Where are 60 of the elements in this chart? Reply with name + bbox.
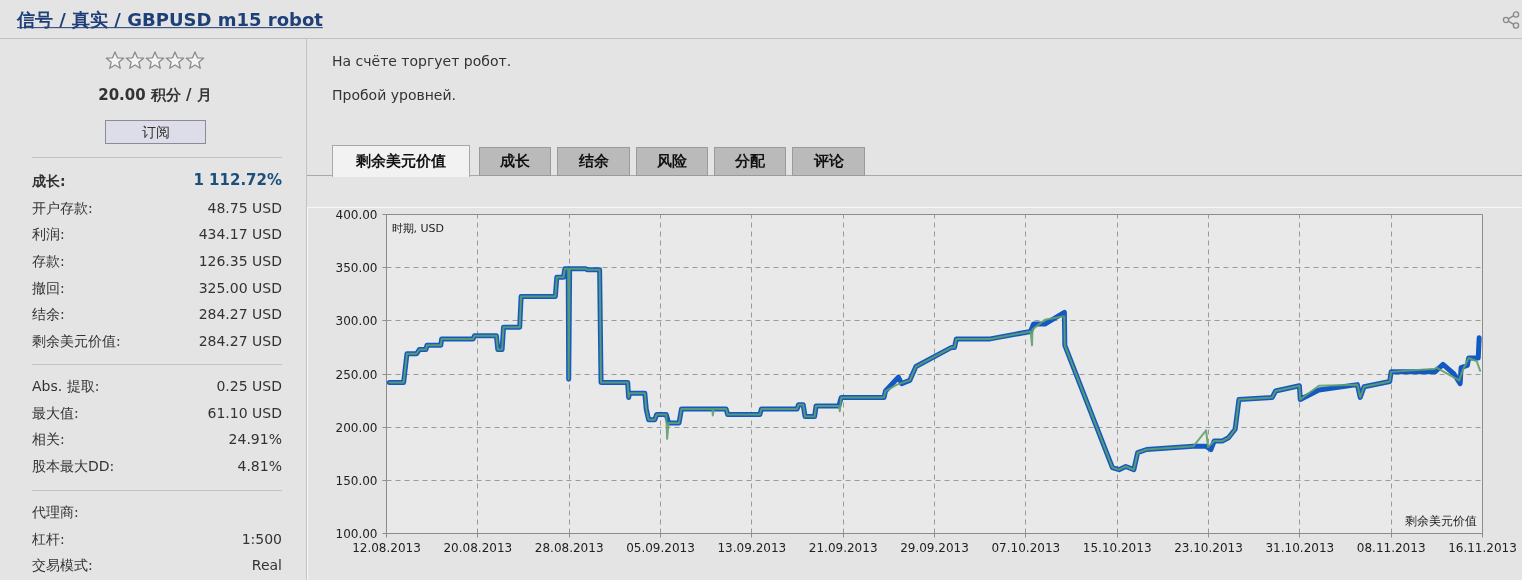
x-tick-label: 15.10.2013 [1082, 540, 1152, 555]
x-tick-label: 28.08.2013 [534, 540, 604, 555]
text: 结余: [32, 305, 65, 324]
text: 剩余美元价值: [32, 332, 121, 351]
text: 风险 [657, 152, 687, 170]
text: 信号 / 真实 / GBPUSD m15 robot [17, 8, 323, 33]
text: 交易模式: [32, 556, 93, 575]
text: 325.00 USD [198, 279, 282, 298]
text: 杠杆: [32, 530, 65, 549]
text: 股本最大DD: [32, 457, 115, 476]
y-tick-label: 350.00 [335, 261, 378, 276]
text: 284.27 USD [198, 332, 282, 351]
text: 分配 [735, 152, 765, 170]
text: 结余 [578, 152, 609, 170]
text: 开户存款: [32, 199, 93, 218]
text: Abs. 提取: [32, 377, 100, 396]
text: Пробой уровней. [332, 86, 457, 105]
x-tick-label: 07.10.2013 [991, 540, 1061, 555]
y-axis-title: 时期, USD [391, 221, 444, 235]
text: Real [251, 556, 282, 575]
x-tick-label: 20.08.2013 [443, 540, 513, 555]
text: 相关: [32, 430, 65, 449]
text: 成长: [32, 172, 66, 191]
text: 存款: [32, 252, 65, 271]
text: 成长 [500, 152, 530, 170]
text: 利润: [32, 225, 65, 244]
annotation: 剩余美元价值 [1404, 513, 1477, 528]
text: 订阅 [141, 124, 170, 140]
text: 24.91% [228, 430, 282, 449]
x-tick-label: 16.11.2013 [1448, 540, 1517, 555]
x-tick-label: 23.10.2013 [1174, 540, 1243, 555]
x-tick-label: 08.11.2013 [1356, 540, 1426, 555]
text: 61.10 USD [207, 404, 282, 423]
x-tick-label: 05.09.2013 [626, 540, 695, 555]
text: 4.81% [237, 457, 282, 476]
text: 48.75 USD [207, 199, 282, 218]
text: 1:500 [241, 530, 282, 549]
x-tick-label: 21.09.2013 [808, 540, 878, 555]
text: 126.35 USD [198, 252, 282, 271]
text: 撤回: [32, 279, 65, 298]
text: 1 112.72% [193, 170, 282, 192]
text: 20.00 积分 / 月 [98, 85, 212, 107]
text: 剩余美元价值 [356, 152, 446, 170]
x-tick-label: 29.09.2013 [900, 540, 969, 555]
y-tick-label: 200.00 [335, 420, 378, 435]
text: 284.27 USD [198, 305, 282, 324]
y-tick-label: 150.00 [335, 473, 378, 488]
y-tick-label: 250.00 [335, 367, 378, 382]
x-tick-label: 13.09.2013 [717, 540, 787, 555]
y-tick-label: 400.00 [335, 208, 378, 222]
text: 0.25 USD [216, 377, 282, 396]
chart-subtitle: На счёте торгует робот. [332, 52, 512, 71]
y-tick-label: 300.00 [335, 314, 378, 329]
y-tick-label: 100.00 [335, 527, 378, 541]
text: 代理商: [32, 503, 79, 522]
x-tick-label: 12.08.2013 [352, 540, 421, 555]
text: 434.17 USD [198, 225, 282, 244]
text: 评论 [813, 152, 844, 170]
text: 最大值: [32, 404, 79, 423]
x-tick-label: 31.10.2013 [1265, 540, 1335, 555]
